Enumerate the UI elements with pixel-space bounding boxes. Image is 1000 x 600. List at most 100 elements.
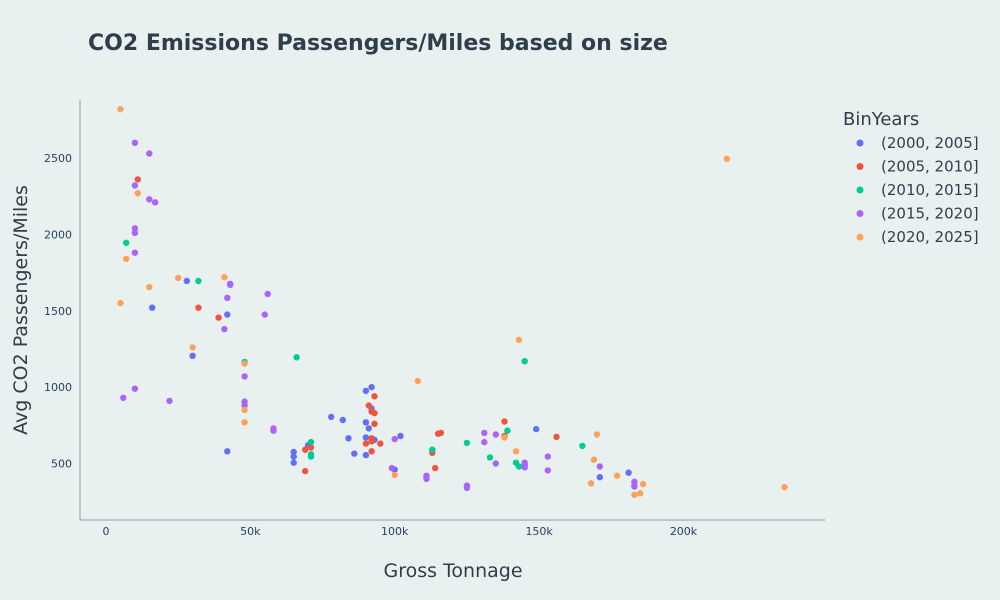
data-point (486, 454, 494, 461)
data-point (290, 459, 297, 466)
data-point (553, 433, 560, 440)
legend-title: BinYears (843, 109, 919, 130)
data-point (579, 442, 586, 450)
y-tick-label: 2000 (44, 228, 72, 241)
legend-marker (856, 186, 864, 194)
data-point (596, 463, 603, 470)
data-point (515, 463, 523, 470)
data-point (351, 450, 358, 457)
x-tick-label: 150k (525, 525, 553, 538)
data-point (590, 456, 598, 463)
data-point (391, 435, 398, 443)
data-point (146, 150, 153, 157)
data-point (587, 480, 595, 487)
data-point (134, 190, 141, 197)
data-point (368, 438, 375, 445)
data-point (429, 446, 436, 453)
data-point (492, 460, 499, 467)
data-point (195, 277, 202, 285)
data-point (637, 490, 644, 497)
legend-label: (2015, 2020] (881, 205, 979, 223)
data-point (270, 427, 277, 434)
data-point (302, 446, 309, 453)
data-point (183, 277, 190, 285)
x-tick-label: 0 (102, 525, 109, 538)
data-point (631, 482, 638, 489)
data-point (423, 472, 430, 479)
data-point (625, 469, 632, 476)
data-point (501, 418, 508, 425)
data-point (631, 491, 638, 498)
data-point (224, 448, 231, 455)
data-point (264, 290, 271, 298)
x-tick-label: 200k (670, 525, 698, 538)
data-point (117, 106, 124, 113)
data-point (437, 429, 445, 437)
data-point (131, 385, 139, 392)
data-point (293, 354, 300, 361)
data-point (131, 139, 139, 146)
data-point (123, 239, 130, 246)
data-point (189, 352, 196, 359)
data-point (613, 472, 621, 479)
x-tick-label: 100k (381, 525, 409, 538)
data-point (512, 448, 520, 455)
legend-label: (2000, 2005] (881, 134, 979, 152)
data-point (224, 294, 231, 301)
data-point (131, 229, 139, 237)
data-point (596, 474, 603, 481)
data-point (123, 255, 130, 262)
data-point (388, 464, 396, 472)
data-point (481, 438, 488, 446)
legend: BinYears (2000, 2005] (2005, 2010] (2010, … (843, 109, 979, 246)
data-point (302, 467, 309, 475)
chart-title: CO2 Emissions Passengers/Miles based on … (88, 31, 668, 56)
data-point (328, 413, 335, 421)
legend-marker (856, 139, 864, 147)
data-point (241, 419, 248, 426)
y-tick-labels: 500 1000 1500 2000 2500 (44, 152, 72, 470)
x-axis-title: Gross Tonnage (383, 560, 522, 582)
y-tick-label: 2500 (44, 152, 72, 165)
data-point (241, 373, 248, 380)
data-point (362, 440, 370, 447)
legend-marker (856, 163, 864, 170)
data-point (149, 304, 156, 311)
data-point (241, 406, 248, 414)
y-tick-label: 500 (51, 457, 72, 470)
data-point (166, 397, 173, 405)
legend-marker (856, 233, 864, 241)
data-point (241, 402, 248, 409)
data-point (131, 249, 139, 256)
data-point (365, 425, 372, 432)
data-point (481, 429, 488, 437)
data-point (221, 325, 228, 333)
data-point (227, 281, 234, 288)
data-point (290, 453, 297, 460)
data-point (131, 182, 139, 189)
data-point (290, 448, 297, 456)
data-point (521, 464, 528, 471)
data-point (131, 225, 139, 232)
data-point (377, 440, 384, 447)
data-point (521, 358, 528, 365)
data-point (362, 419, 370, 426)
data-point (781, 484, 788, 491)
y-tick-label: 1500 (44, 305, 72, 318)
data-point (146, 283, 153, 291)
data-point (414, 377, 421, 385)
data-point (391, 471, 398, 479)
data-point (371, 420, 378, 427)
data-point (397, 432, 404, 440)
y-axis-title: Avg CO2 Passengers/Miles (10, 185, 32, 435)
data-point (146, 196, 153, 203)
x-tick-labels: 0 50k 100k 150k 200k (102, 525, 697, 538)
data-point (515, 336, 523, 343)
data-point (521, 459, 528, 466)
data-point (307, 453, 315, 460)
data-point (492, 431, 499, 438)
data-point (463, 439, 471, 447)
data-point (368, 383, 375, 391)
